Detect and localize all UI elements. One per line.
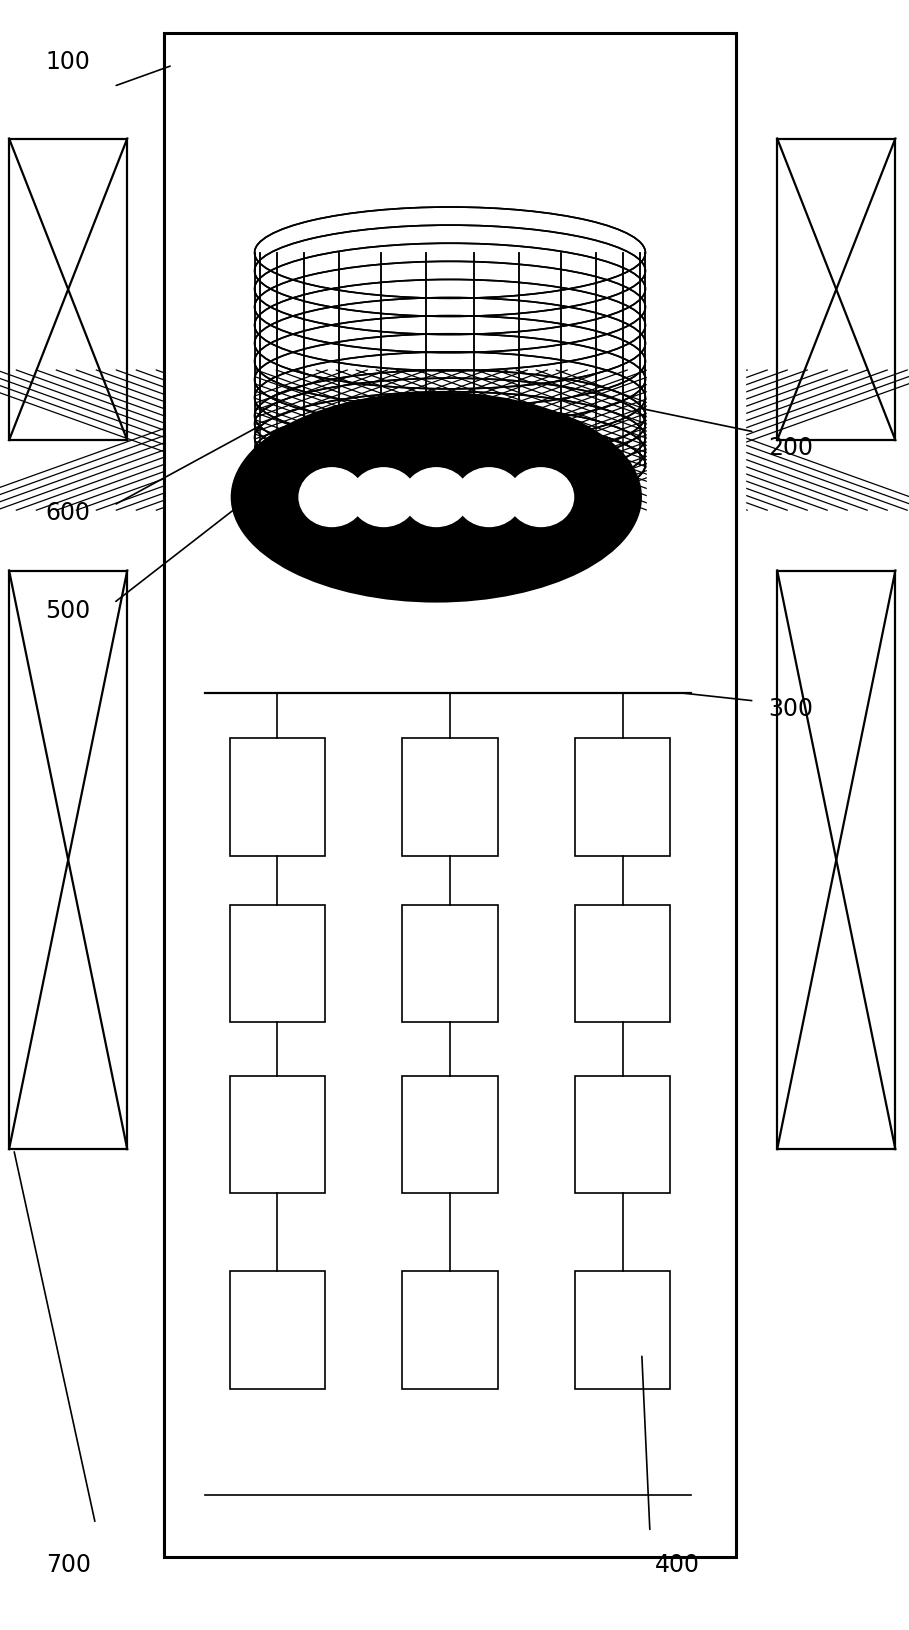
Bar xyxy=(9,570,127,1149)
Bar xyxy=(575,1076,671,1193)
Bar xyxy=(402,738,498,856)
Ellipse shape xyxy=(456,468,522,526)
Text: 200: 200 xyxy=(768,437,814,460)
Bar xyxy=(575,738,671,856)
Bar xyxy=(402,905,498,1022)
Bar xyxy=(575,905,671,1022)
Bar xyxy=(777,570,895,1149)
Bar xyxy=(575,1271,671,1389)
Text: 300: 300 xyxy=(768,698,814,720)
Text: 500: 500 xyxy=(45,600,91,623)
Ellipse shape xyxy=(299,468,365,526)
Bar xyxy=(164,33,736,1557)
Text: 400: 400 xyxy=(654,1553,700,1576)
Bar xyxy=(229,1076,325,1193)
Text: 600: 600 xyxy=(45,502,91,525)
Bar xyxy=(9,139,127,440)
Ellipse shape xyxy=(404,468,469,526)
Bar xyxy=(402,1076,498,1193)
Text: 700: 700 xyxy=(45,1553,91,1576)
Ellipse shape xyxy=(351,468,416,526)
Ellipse shape xyxy=(232,393,641,601)
Bar xyxy=(164,33,736,1557)
Bar xyxy=(229,738,325,856)
Text: 100: 100 xyxy=(45,51,91,73)
Bar xyxy=(777,139,895,440)
Bar xyxy=(229,1271,325,1389)
Ellipse shape xyxy=(508,468,574,526)
Bar xyxy=(229,905,325,1022)
Bar xyxy=(402,1271,498,1389)
